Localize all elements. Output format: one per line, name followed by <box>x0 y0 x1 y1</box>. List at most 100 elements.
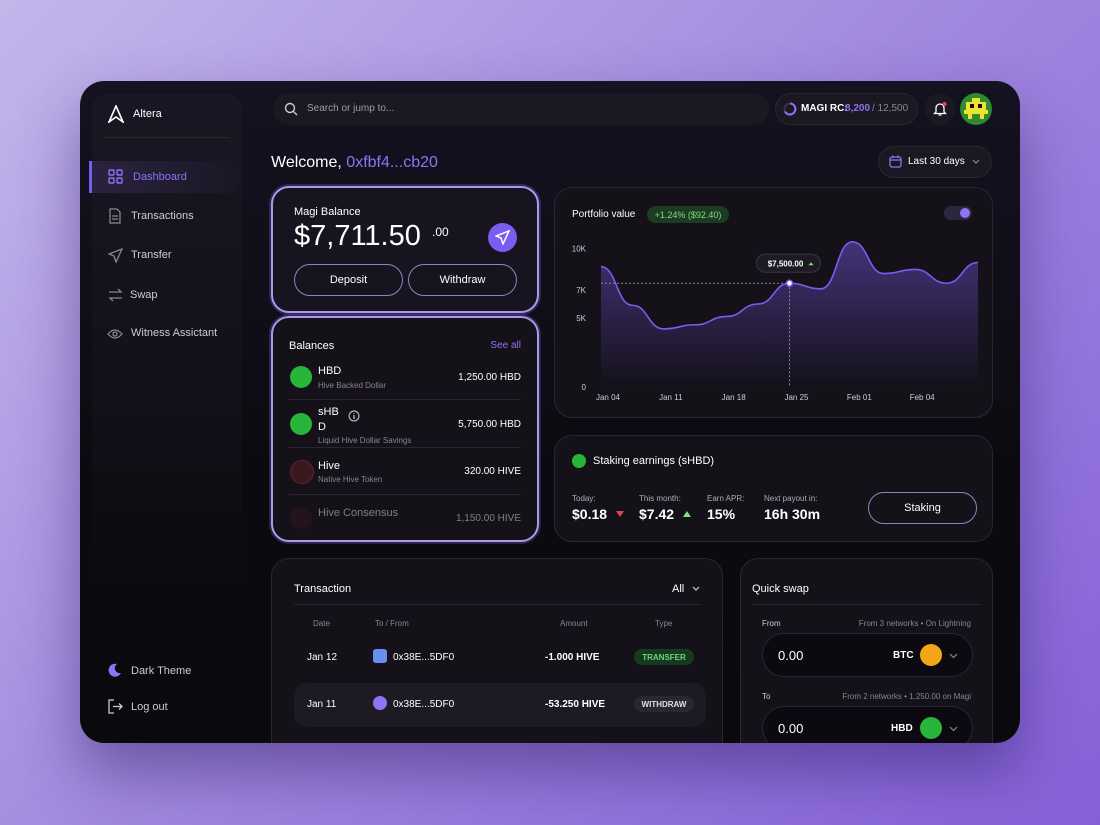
divider <box>294 604 700 605</box>
y-tick-label: 0 <box>582 383 587 392</box>
nav-item[interactable]: Swap <box>130 289 158 301</box>
asset-amount: 320.00 HIVE <box>464 466 521 477</box>
swap-info-item: From 2 networks <box>842 692 902 701</box>
nav-item[interactable]: Dashboard <box>133 171 187 183</box>
balances-title: Balances <box>289 340 335 352</box>
stat-label: Earn APR: <box>707 494 745 503</box>
balance-label: Magi Balance <box>294 206 361 218</box>
sidebar <box>92 93 242 733</box>
divider <box>289 399 521 400</box>
x-tick-label: Jan 04 <box>596 393 621 402</box>
nav-icon <box>107 329 123 339</box>
tooltip-arrow <box>808 262 814 266</box>
filter[interactable]: All <box>672 583 685 595</box>
portfolio-chart: Portfolio value +1.24% ($92.40) 0 5K 7K 10K… <box>572 206 979 402</box>
swap-asset: HBD <box>891 723 913 734</box>
swap-info: From 3 networks • On Lightning <box>858 619 971 628</box>
balances-card: Balances See all HBD Hive Backed Dollar … <box>271 316 539 542</box>
tx-address: 0x38E...5DF0 <box>393 699 455 710</box>
nav-icon <box>109 208 121 224</box>
swap-info-item: 1,250.00 on Magi <box>909 692 971 701</box>
balance-card: Magi Balance $7,711.50 .00 Deposit Withd… <box>271 186 539 313</box>
tooltip-bg <box>756 253 821 273</box>
app-name: Altera <box>133 108 162 120</box>
chevron <box>949 653 958 659</box>
staking-button[interactable]: Staking <box>868 492 977 524</box>
bell-icon <box>933 102 947 116</box>
range-select[interactable] <box>878 146 992 178</box>
search-icon <box>284 102 298 116</box>
asset-symbol: Hive Consensus <box>318 507 399 519</box>
column-header: Date <box>313 619 330 628</box>
chevron <box>949 726 958 732</box>
address: 0xfbf4...cb20 <box>346 154 438 171</box>
search-box[interactable] <box>273 93 769 125</box>
range-label: Last 30 days <box>908 156 965 167</box>
stat-value: 16h 30m <box>764 506 821 522</box>
asset-name: Liquid Hive Dollar Savings <box>318 436 412 445</box>
avatar-art <box>964 98 988 119</box>
swap-amount: 0.00 <box>778 648 804 663</box>
tooltip-label: $7,500.00 <box>768 259 804 268</box>
portfolio-card: Portfolio value +1.24% ($92.40) 0 5K 7K 10K… <box>554 187 993 418</box>
swap-info: From 2 networks • 1,250.00 on Magi <box>842 692 971 701</box>
chevron <box>692 586 700 591</box>
logout-icon <box>108 699 123 714</box>
rc-max: / 12,500 <box>872 103 909 114</box>
coin-hive <box>290 460 314 484</box>
rc-label: MAGI RC: <box>801 103 848 114</box>
trend-arrow <box>683 511 691 517</box>
rc-ring <box>783 102 797 116</box>
staking-card: Staking earnings (sHBD) Today: $0.18 This … <box>554 435 993 542</box>
nav-item[interactable]: Transfer <box>131 249 172 261</box>
swap-label: To <box>762 692 771 701</box>
divider <box>104 137 230 138</box>
send-button[interactable] <box>488 223 517 252</box>
y-tick-label: 5K <box>576 314 586 323</box>
balance-cents: .00 <box>432 225 449 239</box>
asset-amount: 5,750.00 HBD <box>458 419 521 430</box>
stat-label: Next payout in: <box>764 494 818 503</box>
asset-amount: 1,150.00 HIVE <box>455 513 521 524</box>
trend-arrow <box>616 511 624 517</box>
send-icon <box>495 230 510 245</box>
tx-avatar <box>373 696 387 710</box>
chart-badge: +1.24% ($92.40) <box>655 210 722 220</box>
chevron <box>972 159 980 164</box>
stat-value: $0.18 <box>572 506 608 522</box>
tx-date: Jan 12 <box>307 652 338 663</box>
coin-btc <box>920 644 942 666</box>
search-placeholder: Search or jump to... <box>307 103 395 114</box>
nav-item[interactable]: Witness Assictant <box>131 327 218 339</box>
tx-amount: -1.000 HIVE <box>545 652 600 663</box>
tx-type: WITHDRAW <box>634 696 694 712</box>
stat-label: Today: <box>572 494 596 503</box>
app-window: Altera Dashboard Transactions Transfer S… <box>80 81 1020 743</box>
nav-item[interactable]: Transactions <box>131 210 194 222</box>
withdraw-button[interactable]: Withdraw <box>408 264 517 296</box>
notifications[interactable] <box>925 93 955 125</box>
x-tick-label: Jan 11 <box>659 393 683 402</box>
stat-value: $7.42 <box>639 506 675 522</box>
y-tick-label: 10K <box>572 245 587 254</box>
theme-toggle[interactable]: Dark Theme <box>131 665 192 677</box>
swap-label: From <box>762 619 781 628</box>
point <box>785 279 794 287</box>
swap-amount: 0.00 <box>778 721 804 736</box>
theme-icon <box>108 663 121 677</box>
stat-label: This month: <box>639 494 681 503</box>
asset-amount: 1,250.00 HBD <box>458 372 521 383</box>
column-header: Amount <box>560 619 588 628</box>
y-tick-label: 7K <box>576 286 586 295</box>
deposit-button[interactable]: Deposit <box>294 264 403 296</box>
toggle-knob <box>960 208 970 218</box>
logout[interactable]: Log out <box>131 701 168 713</box>
asset-name: Native Hive Token <box>318 475 383 484</box>
nav-icon <box>108 288 123 302</box>
column-header: Type <box>655 619 673 628</box>
chart-title: Portfolio value <box>572 209 636 220</box>
see-all[interactable]: See all <box>490 340 521 351</box>
tx-date: Jan 11 <box>307 699 337 710</box>
nav-active-bg <box>89 161 239 193</box>
